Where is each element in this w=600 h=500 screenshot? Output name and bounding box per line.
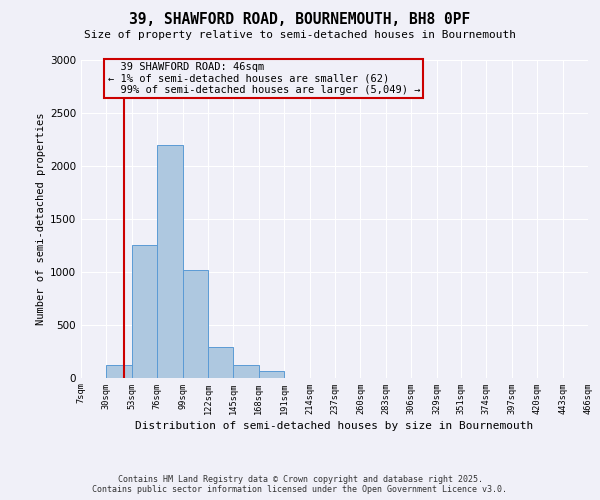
Bar xyxy=(157,144,182,378)
Bar xyxy=(132,245,157,378)
Bar xyxy=(233,366,259,378)
Y-axis label: Number of semi-detached properties: Number of semi-detached properties xyxy=(36,112,46,325)
Text: Contains HM Land Registry data © Crown copyright and database right 2025.
Contai: Contains HM Land Registry data © Crown c… xyxy=(92,474,508,494)
Text: 39, SHAWFORD ROAD, BOURNEMOUTH, BH8 0PF: 39, SHAWFORD ROAD, BOURNEMOUTH, BH8 0PF xyxy=(130,12,470,28)
Text: 39 SHAWFORD ROAD: 46sqm
← 1% of semi-detached houses are smaller (62)
  99% of s: 39 SHAWFORD ROAD: 46sqm ← 1% of semi-det… xyxy=(107,62,420,96)
Text: Size of property relative to semi-detached houses in Bournemouth: Size of property relative to semi-detach… xyxy=(84,30,516,40)
Bar xyxy=(208,347,233,378)
Bar xyxy=(259,371,284,378)
Bar xyxy=(182,270,208,378)
X-axis label: Distribution of semi-detached houses by size in Bournemouth: Distribution of semi-detached houses by … xyxy=(136,421,533,431)
Bar xyxy=(106,365,132,378)
